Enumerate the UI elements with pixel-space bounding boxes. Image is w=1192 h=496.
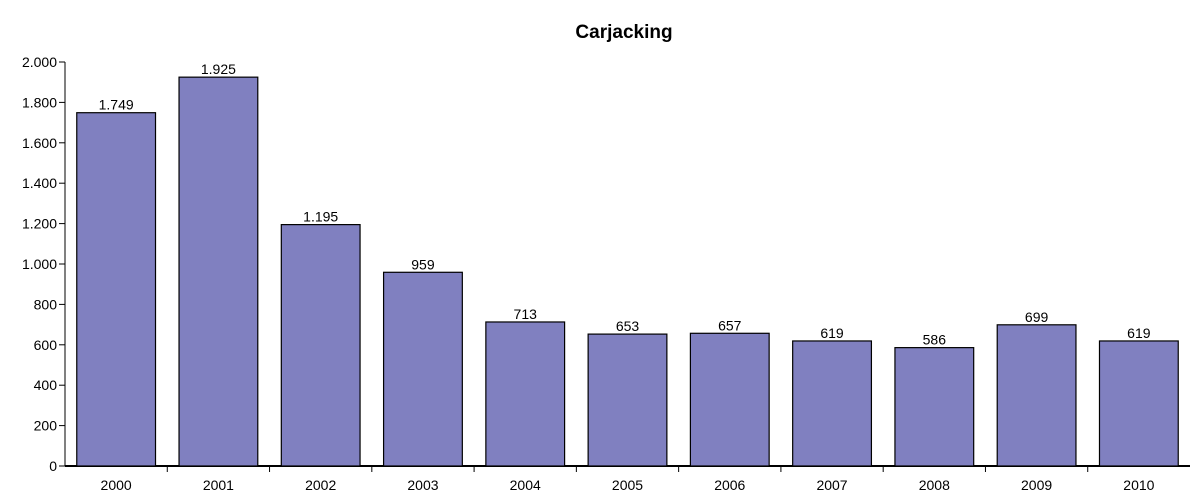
y-tick-label: 800 bbox=[34, 296, 58, 312]
y-tick-label: 2.000 bbox=[22, 54, 57, 70]
x-axis: 2000 2001 2002 2003 2004 2005 2006 2007 2008 2009… bbox=[65, 465, 1190, 493]
y-tick-label: 1.000 bbox=[22, 256, 57, 272]
x-tick-label: 2003 bbox=[407, 477, 438, 493]
y-axis: 0 200 400 600 800 1.000 1.200 1.400 1.600 1.800 2.… bbox=[22, 54, 66, 474]
bar-2008 bbox=[894, 347, 975, 467]
data-label-2008: 586 bbox=[923, 332, 947, 348]
data-label-2004: 713 bbox=[514, 306, 538, 322]
data-label-2005: 653 bbox=[616, 318, 640, 334]
data-label-2003: 959 bbox=[411, 256, 435, 272]
data-label-2009: 699 bbox=[1025, 309, 1049, 325]
bar-2000 bbox=[76, 112, 157, 467]
y-tick-label: 1.200 bbox=[22, 216, 57, 232]
data-label-2001: 1.925 bbox=[201, 61, 236, 77]
x-tick-label: 2009 bbox=[1021, 477, 1052, 493]
data-labels-group: 1.749 1.925 1.195 959 713 653 657 619 586 699 619 bbox=[99, 61, 1151, 347]
chart-title: Carjacking bbox=[575, 22, 672, 43]
x-tick-label: 2004 bbox=[510, 477, 541, 493]
x-tick-label: 2007 bbox=[816, 477, 847, 493]
x-tick-label: 2008 bbox=[919, 477, 950, 493]
y-tick-label: 1.400 bbox=[22, 175, 57, 191]
data-label-2007: 619 bbox=[820, 325, 844, 341]
bar-2001 bbox=[178, 76, 259, 467]
y-tick-label: 200 bbox=[34, 418, 58, 434]
data-label-2002: 1.195 bbox=[303, 209, 338, 225]
data-label-2006: 657 bbox=[718, 317, 742, 333]
bars-group bbox=[76, 76, 1179, 467]
x-tick-label: 2001 bbox=[203, 477, 234, 493]
y-tick-label: 1.800 bbox=[22, 94, 57, 110]
bar-2010 bbox=[1098, 340, 1179, 467]
y-tick-label: 600 bbox=[34, 337, 58, 353]
y-tick-label: 0 bbox=[49, 458, 57, 474]
bar-2005 bbox=[587, 333, 668, 467]
data-label-2010: 619 bbox=[1127, 325, 1151, 341]
x-tick-label: 2006 bbox=[714, 477, 745, 493]
bar-2007 bbox=[792, 340, 873, 467]
y-tick-label: 400 bbox=[34, 377, 58, 393]
bar-2003 bbox=[382, 271, 463, 467]
x-tick-label: 2000 bbox=[101, 477, 132, 493]
x-tick-label: 2005 bbox=[612, 477, 643, 493]
bar-2002 bbox=[280, 224, 361, 467]
bar-2009 bbox=[996, 324, 1077, 467]
bar-2006 bbox=[689, 332, 770, 467]
bar-2004 bbox=[485, 321, 566, 467]
data-label-2000: 1.749 bbox=[99, 97, 134, 113]
x-tick-label: 2002 bbox=[305, 477, 336, 493]
x-tick-label: 2010 bbox=[1123, 477, 1154, 493]
y-tick-label: 1.600 bbox=[22, 135, 57, 151]
